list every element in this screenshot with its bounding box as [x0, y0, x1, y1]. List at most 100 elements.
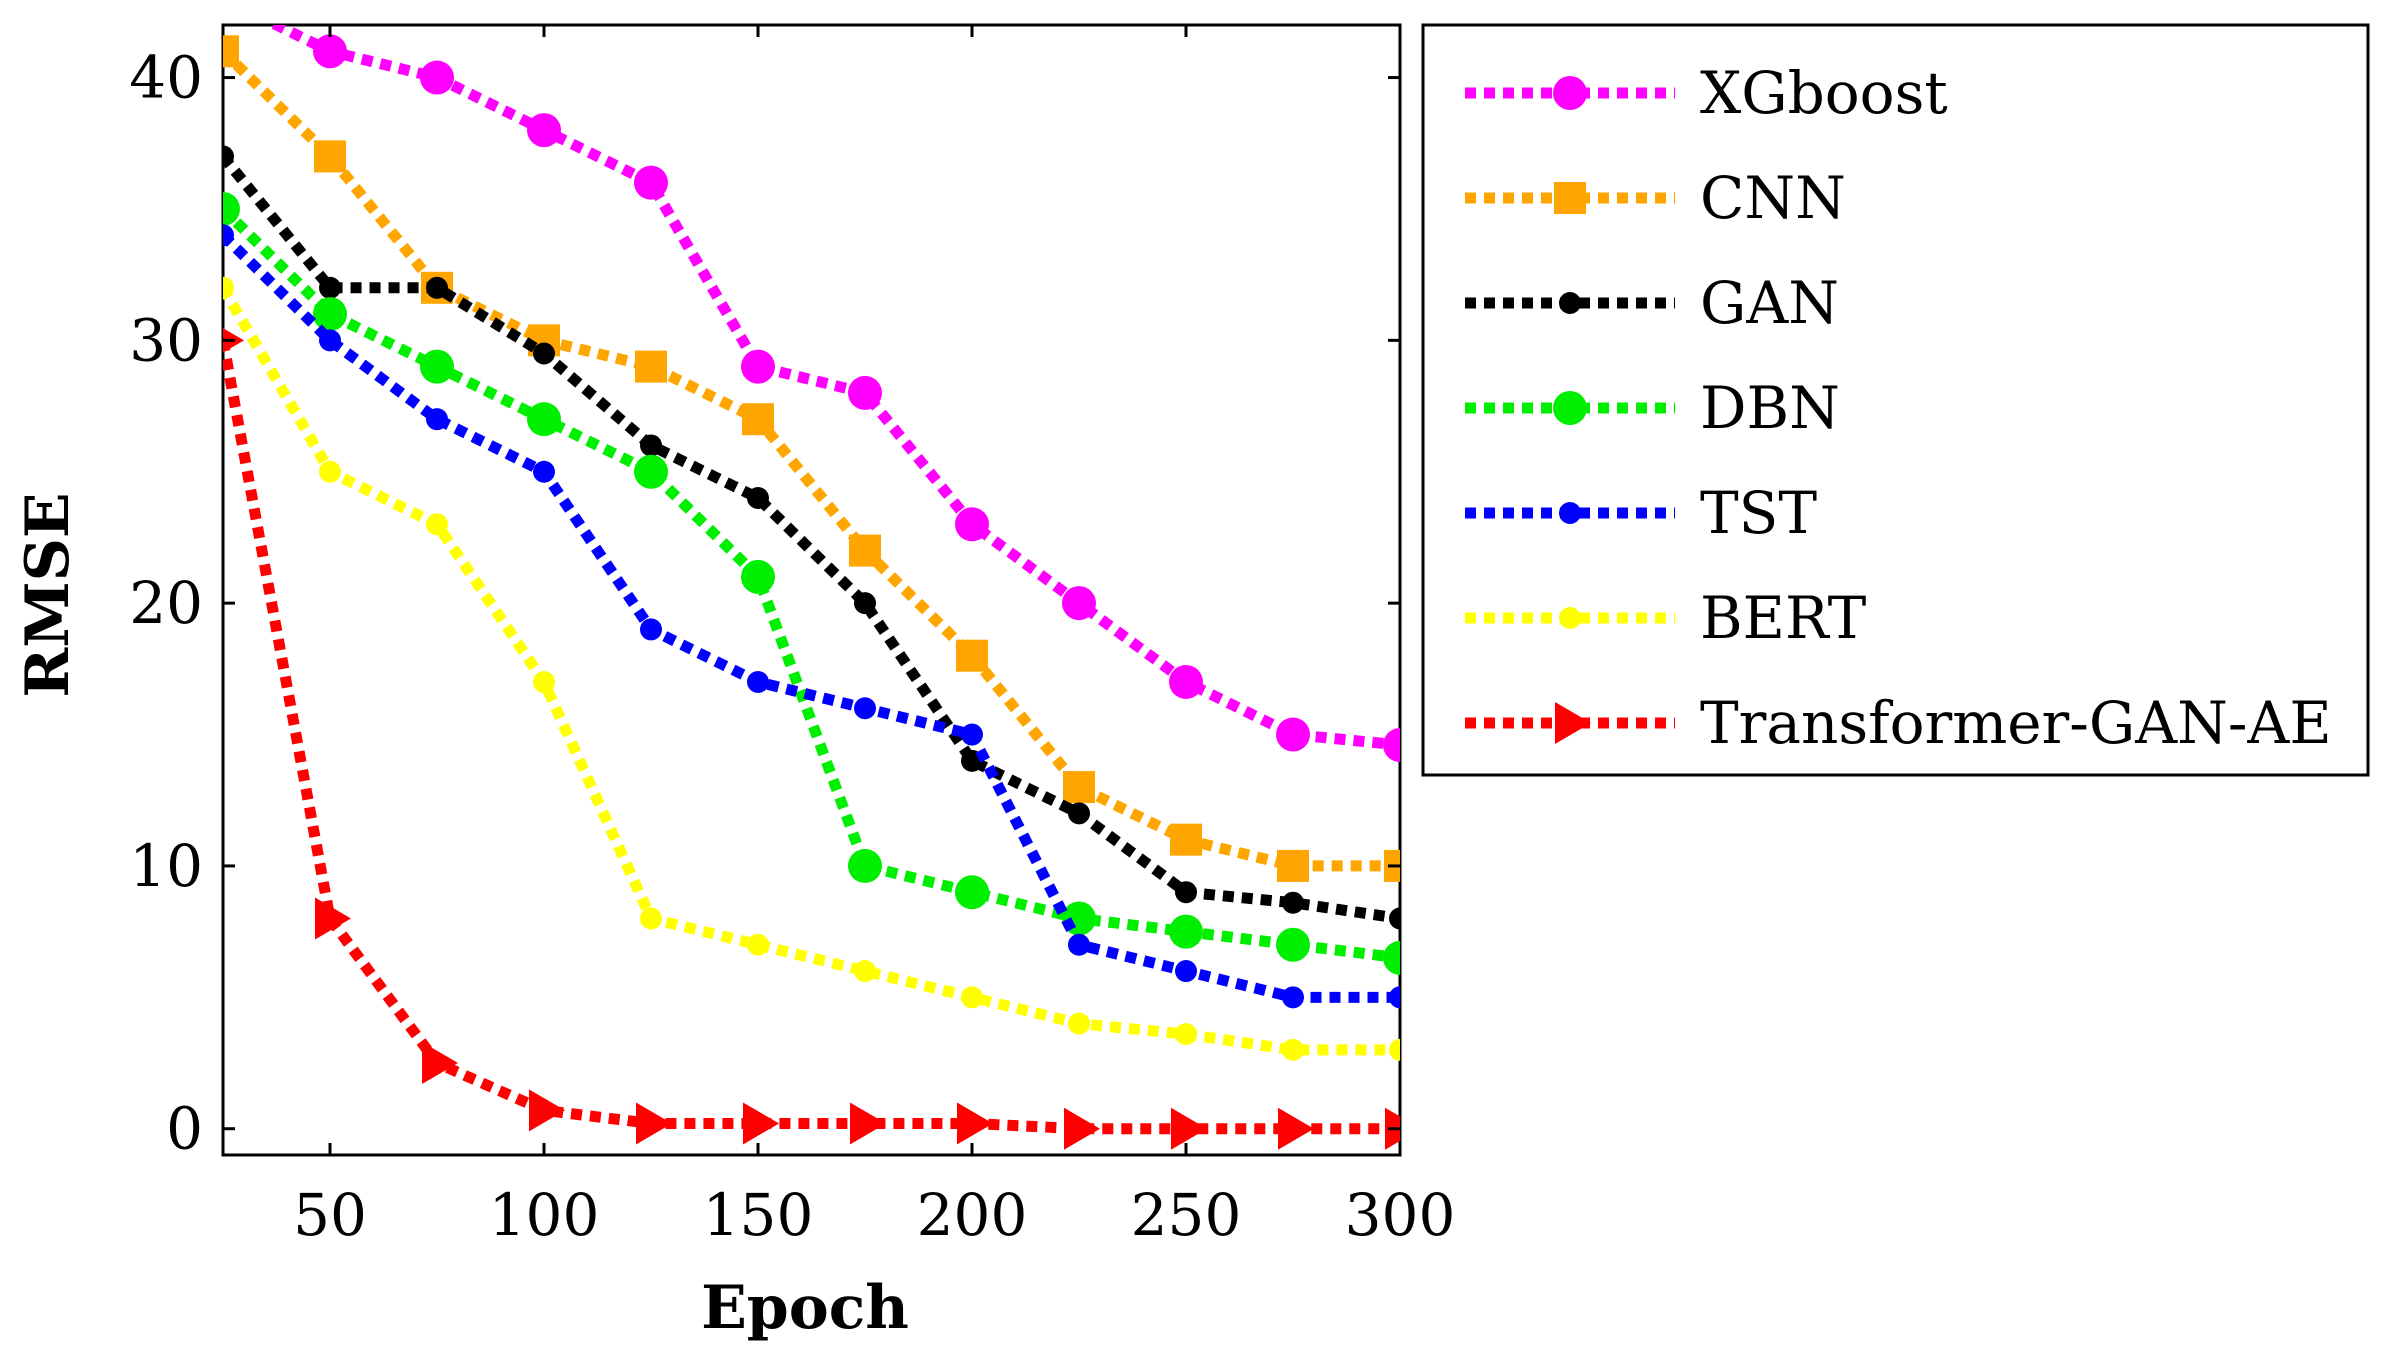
y-tick-label: 20 [129, 569, 203, 637]
data-point-bert [426, 513, 448, 536]
data-point-cnn [635, 350, 667, 383]
data-point-bert [854, 960, 876, 983]
series-line-dbn [223, 205, 1400, 964]
data-point-bert [747, 933, 769, 956]
legend-label-gan: GAN [1700, 269, 1839, 337]
data-point-xgboost [741, 349, 775, 384]
data-point-xgboost [1062, 586, 1096, 621]
x-axis: 50 100 150 200 250 300 [293, 25, 1455, 1249]
x-tick-label: 50 [293, 1181, 367, 1249]
data-point-transformer-gan-ae [636, 1102, 672, 1145]
data-point-dbn [527, 402, 561, 437]
y-tick-label: 30 [129, 306, 203, 374]
data-point-cnn [1170, 823, 1202, 856]
legend-marker-tst [1559, 502, 1581, 524]
data-point-bert [533, 670, 555, 693]
data-point-cnn [1063, 771, 1095, 804]
data-point-xgboost [848, 375, 882, 410]
data-point-xgboost [955, 507, 989, 542]
data-point-xgboost [634, 165, 668, 200]
y-tick-label: 0 [166, 1095, 203, 1163]
data-point-gan [1282, 891, 1304, 914]
data-point-gan [533, 342, 555, 365]
data-point-transformer-gan-ae [1171, 1107, 1207, 1150]
data-point-transformer-gan-ae [743, 1102, 779, 1145]
data-point-gan [854, 592, 876, 615]
legend-label-xgboost: XGboost [1700, 59, 1948, 127]
legend-item-cnn: CNN [1465, 164, 1846, 232]
data-point-gan [640, 434, 662, 457]
data-point-tst [1175, 960, 1197, 983]
series-gan [223, 145, 1400, 930]
y-tick-label: 40 [129, 44, 203, 112]
data-point-dbn [313, 297, 347, 332]
data-point-xgboost [206, 0, 240, 16]
data-point-tst [961, 723, 983, 746]
legend-marker-gan [1559, 292, 1581, 314]
data-point-gan [223, 145, 234, 168]
legend: XGboost CNN GAN DBN TST BERT Transformer-GAN-A… [1421, 23, 2370, 777]
data-point-transformer-gan-ae [315, 897, 351, 940]
legend-item-gan: GAN [1465, 269, 1839, 337]
x-axis-title: Epoch [701, 1273, 909, 1343]
data-point-bert [1389, 1038, 1400, 1061]
data-point-bert [1282, 1038, 1304, 1061]
legend-label-bert: BERT [1700, 584, 1867, 652]
data-point-cnn [956, 639, 988, 672]
data-point-tst [640, 618, 662, 641]
data-point-cnn [223, 35, 239, 68]
data-point-tst [1282, 986, 1304, 1009]
data-point-cnn [849, 534, 881, 567]
series-bert [223, 276, 1400, 1061]
data-point-transformer-gan-ae [957, 1102, 993, 1145]
legend-item-bert: BERT [1465, 584, 1867, 652]
plot-area [206, 0, 1402, 1157]
data-point-bert [640, 907, 662, 930]
data-point-tst [319, 329, 341, 352]
legend-label-cnn: CNN [1700, 164, 1846, 232]
legend-label-tst: TST [1700, 479, 1817, 547]
legend-items: XGboost CNN GAN DBN TST BERT Transformer-GAN-A… [1465, 59, 2332, 757]
legend-marker-xgboost [1553, 76, 1587, 110]
data-point-dbn [223, 191, 240, 226]
y-tick-label: 10 [129, 832, 203, 900]
x-tick-label: 300 [1345, 1181, 1456, 1249]
data-point-transformer-gan-ae [850, 1102, 886, 1145]
data-point-bert [223, 276, 234, 299]
data-point-cnn [742, 403, 774, 436]
data-point-bert [1068, 1012, 1090, 1035]
data-point-transformer-gan-ae [422, 1042, 458, 1085]
data-point-bert [319, 460, 341, 483]
data-point-transformer-gan-ae [1278, 1107, 1314, 1150]
data-point-bert [1175, 1023, 1197, 1046]
data-point-tst [1068, 933, 1090, 956]
data-point-gan [319, 276, 341, 299]
legend-label-dbn: DBN [1700, 374, 1840, 442]
data-point-tst [1389, 986, 1400, 1009]
data-point-tst [426, 408, 448, 431]
data-point-dbn [420, 349, 454, 384]
series-line-cnn [223, 47, 1400, 872]
series-dbn [223, 191, 1400, 975]
data-point-xgboost [1276, 717, 1310, 752]
data-point-bert [961, 986, 983, 1009]
data-point-transformer-gan-ae [529, 1089, 565, 1132]
legend-marker-transformer-gan-ae [1555, 702, 1591, 744]
data-point-xgboost [420, 60, 454, 95]
series-transformer-gan-ae [223, 328, 1400, 1150]
plot-frame [221, 23, 1402, 1157]
y-axis-title: RMSE [13, 492, 83, 697]
legend-item-tst: TST [1465, 479, 1817, 547]
y-axis: 0 10 20 30 40 [129, 44, 1400, 1163]
x-tick-label: 100 [489, 1181, 600, 1249]
data-point-tst [223, 224, 234, 247]
series-xgboost [206, 0, 1400, 763]
data-point-cnn [314, 140, 346, 173]
series-line-bert [223, 285, 1400, 1056]
x-tick-label: 200 [917, 1181, 1028, 1249]
series-line-xgboost [264, 25, 1400, 751]
series-cnn [223, 35, 1400, 882]
data-point-xgboost [1383, 728, 1400, 763]
data-point-xgboost [527, 113, 561, 148]
